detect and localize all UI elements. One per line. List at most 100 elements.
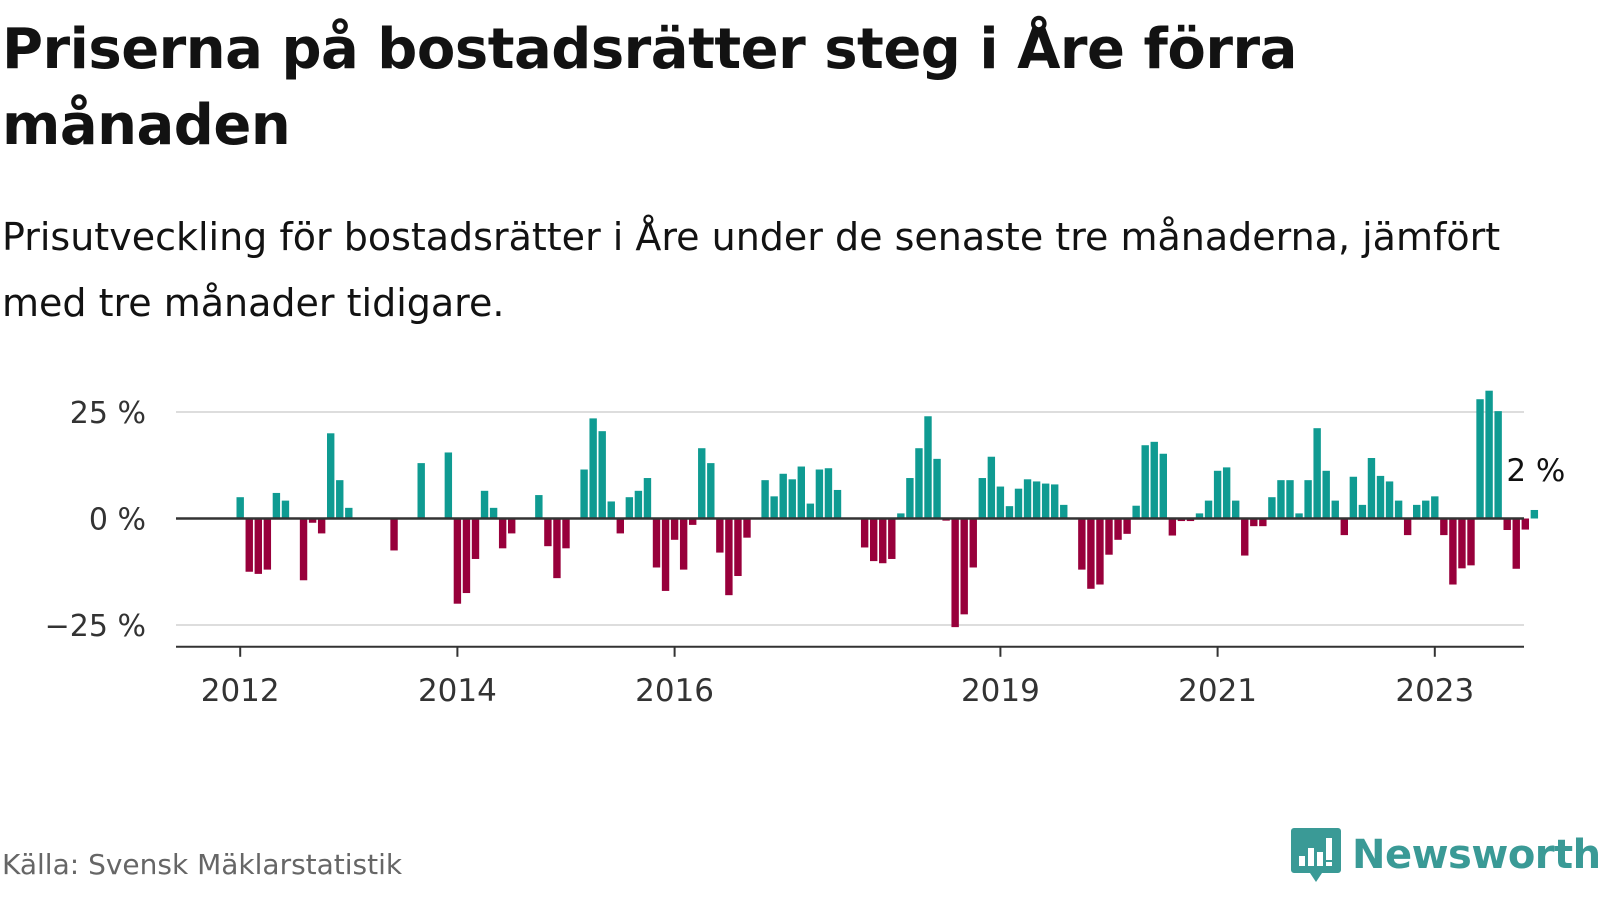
newsworthy-logo-text: Newsworthy [1352,832,1600,878]
bar [598,431,606,519]
bar [1023,479,1032,519]
bar [670,518,679,540]
bar [471,518,480,559]
bar [1485,390,1493,519]
bar [716,518,724,553]
bar [951,518,959,628]
bar [1041,483,1050,519]
bar [1358,504,1367,519]
bar [254,518,262,574]
bar [915,448,923,519]
bar [888,518,896,559]
bar [498,518,507,549]
axes [176,517,1524,657]
bar [1096,518,1104,585]
bar [462,518,471,594]
bar [236,497,244,519]
newsworthy-logo-icon [1291,828,1341,882]
bar [299,518,308,581]
bar [725,518,733,596]
bar [788,479,796,519]
bar [317,518,326,534]
x-tick-label: 2019 [961,673,1040,709]
bar [489,507,498,519]
bar [833,489,842,519]
bar [1105,518,1113,555]
grid-lines [176,411,1524,626]
bar [308,518,317,523]
bar [860,518,869,548]
bar [1114,518,1122,540]
bar [1268,497,1276,519]
bar [327,433,335,519]
bar [345,507,353,519]
axis-labels: 25 % 0 % −25 % 2012 2014 2016 2019 2021 2023 2 % [45,396,1569,709]
bar [480,490,489,519]
bar [453,518,462,604]
bar [336,480,344,519]
bar [1286,480,1294,519]
bar [1530,509,1539,519]
bar [1394,500,1403,519]
bar [1277,480,1285,519]
bar [1123,518,1131,534]
bar [1259,518,1267,527]
bar [761,480,769,519]
bar [661,518,670,591]
chart-title: Priserna på bostadsrätter steg i Åre för… [2,17,1297,158]
bar [1313,428,1321,519]
bar [1467,518,1475,566]
bar [1521,518,1529,530]
bar [281,500,290,519]
bar [544,518,552,547]
bar [1422,500,1430,519]
bar [1060,504,1068,519]
bar [1213,470,1222,519]
bar [870,518,878,562]
bar [960,518,968,615]
bar [1449,518,1457,585]
bar [417,463,425,519]
bar [1331,500,1339,519]
bar [1032,481,1041,519]
bar [1250,518,1258,527]
bar [508,518,516,534]
bar [1005,506,1014,519]
bar [1304,480,1312,519]
bar [978,478,986,519]
bar [1168,518,1177,536]
bar [1222,467,1231,519]
bar [272,492,281,519]
bar [1403,518,1412,536]
bar [444,452,453,519]
bar [743,518,751,538]
x-tick-label: 2012 [201,673,280,709]
bar [607,501,615,519]
bar [1512,518,1520,569]
bar [562,518,570,549]
bar [987,456,996,519]
bar [1195,513,1204,519]
bar [390,518,398,551]
bar [580,469,588,519]
bar [824,468,833,519]
bar [1014,488,1023,519]
x-tick-label: 2016 [635,673,714,709]
source-note: Källa: Svensk Mäklarstatistik [2,848,403,881]
y-tick-label: 25 % [70,396,146,431]
bar [797,466,805,519]
bar [1241,518,1249,556]
y-tick-label: 0 % [89,503,146,538]
bar [815,469,824,519]
bar [1458,518,1466,569]
bar [1186,518,1195,522]
bar [770,496,778,519]
bar [1494,411,1502,519]
bar [679,518,688,570]
bar [897,513,905,519]
bar [1132,505,1140,519]
bar [879,518,887,564]
newsworthy-logo: Newsworthy [1290,826,1600,884]
bar [806,503,815,519]
bar [969,518,977,568]
